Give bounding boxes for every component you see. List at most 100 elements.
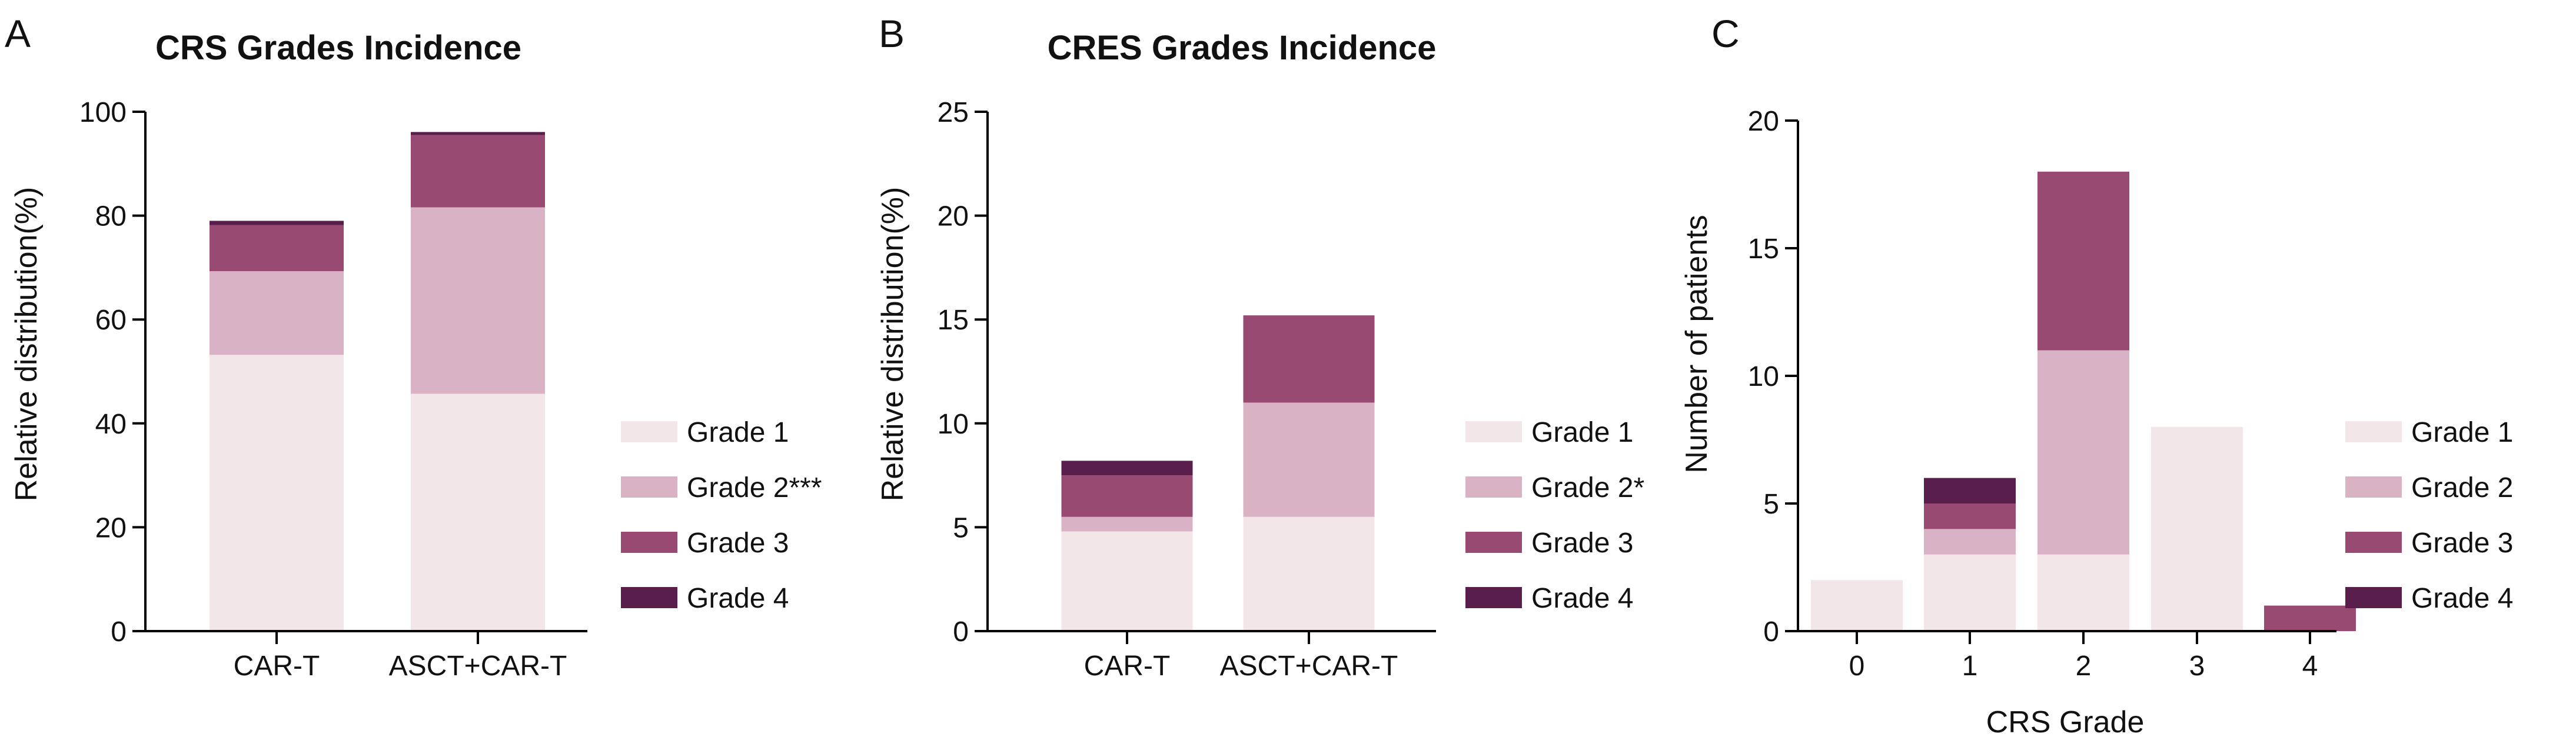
legend-label-grade-1: Grade 1 [1531,417,1633,448]
y-tick-label: 20 [938,201,969,232]
y-tick-label: 20 [95,512,127,543]
legend-swatch-grade-2 [1465,476,1522,498]
bar-segment-1-2 [1924,554,2016,631]
y-tick-label: 80 [95,201,127,232]
bar-segment-2-3 [2037,350,2129,555]
bar-segment-3-2 [411,135,545,208]
legend-label-grade-2: Grade 2 [2411,472,2513,503]
bars-group [1061,315,1375,631]
legend-label-grade-3: Grade 3 [687,528,789,559]
y-ticks: 0 20 40 60 80 100 [79,97,145,648]
x-tick-label: 1 [1962,651,1978,682]
bars-group [210,132,545,631]
bar-segment-1-1 [1061,531,1193,631]
x-tick-label: 0 [1849,651,1865,682]
y-tick-label: 25 [938,97,969,128]
x-tick-label: ASCT+CAR-T [1220,651,1398,682]
y-axis-label: Relative distribution(%) [876,187,910,502]
chart-title: CRS Grades Incidence [155,29,521,67]
legend-swatch-grade-1 [621,421,677,442]
y-ticks: 0 5 10 15 20 25 [938,97,988,648]
y-tick-label: 20 [1748,106,1779,137]
legend-label-grade-1: Grade 1 [2411,417,2513,448]
y-tick-label: 40 [95,409,127,440]
y-tick-label: 15 [1748,234,1779,265]
legend-swatch-grade-3 [1465,532,1522,553]
x-ticks: CAR-T ASCT+CAR-T [1084,631,1398,682]
legend-swatch-grade-4 [2345,587,2402,608]
y-tick-label: 5 [953,512,969,543]
legend-swatch-grade-1 [2345,421,2402,442]
panel-letter: B [879,12,905,55]
legend: Grade 1 Grade 2 Grade 3 Grade 4 [2345,417,2513,614]
y-tick-label: 0 [953,616,969,648]
legend-label-grade-1: Grade 1 [687,417,789,448]
y-tick-label: 0 [1763,616,1779,648]
legend-swatch-grade-3 [2345,532,2402,553]
x-tick-label: 4 [2302,651,2318,682]
chart-title: CRES Grades Incidence [1048,29,1437,67]
legend: Grade 1 Grade 2*** Grade 3 Grade 4 [621,417,822,614]
panel-b: B CRES Grades Incidence Relative distrib… [876,12,1644,682]
x-tick-label: ASCT+CAR-T [389,651,567,682]
y-tick-label: 60 [95,305,127,336]
legend: Grade 1 Grade 2* Grade 3 Grade 4 [1465,417,1644,614]
bar-segment-4-2 [411,132,545,135]
legend-label-grade-4: Grade 4 [1531,583,1633,614]
bar-segment-2-2 [1243,402,1375,517]
panel-a: A CRS Grades Incidence Relative distribu… [5,12,822,682]
bar-segment-3-5 [2264,605,2356,631]
bar-segment-4-1 [210,221,344,225]
x-ticks: CAR-T ASCT+CAR-T [234,631,567,682]
bars-group [1811,171,2356,631]
bar-segment-1-2 [411,393,545,631]
bar-segment-3-1 [210,225,344,272]
legend-swatch-grade-3 [621,532,677,553]
y-ticks: 0 5 10 15 20 [1748,106,1798,648]
y-tick-label: 0 [111,616,127,648]
bar-segment-4-2 [1924,478,2016,503]
bar-segment-4-1 [1061,461,1193,476]
y-tick-label: 10 [1748,361,1779,392]
bar-segment-3-2 [1924,503,2016,529]
panel-letter: C [1711,12,1740,55]
legend-swatch-grade-2 [621,476,677,498]
x-tick-label: 2 [2076,651,2092,682]
panel-letter: A [5,12,31,55]
y-tick-label: 10 [938,409,969,440]
x-tick-label: CAR-T [1084,651,1171,682]
y-axis-label: Number of patients [1680,215,1714,473]
y-tick-label: 100 [79,97,127,128]
bar-segment-1-1 [1811,580,1903,631]
bar-segment-2-1 [210,271,344,355]
bar-segment-2-1 [1061,516,1193,532]
panel-c: C Number of patients CRS Grade 05101520 … [1680,12,2513,739]
legend-label-grade-3: Grade 3 [1531,528,1633,559]
x-axis-label: CRS Grade [1986,705,2145,739]
legend-swatch-grade-4 [1465,587,1522,608]
y-tick-label: 15 [938,305,969,336]
bar-segment-3-1 [1061,475,1193,517]
legend-label-grade-2: Grade 2* [1531,472,1644,503]
bar-segment-1-1 [210,355,344,631]
bar-segment-1-4 [2151,426,2243,631]
x-ticks: 0 1 2 3 4 [1849,631,2318,682]
legend-swatch-grade-4 [621,587,677,608]
y-tick-label: 5 [1763,489,1779,520]
legend-swatch-grade-1 [1465,421,1522,442]
legend-swatch-grade-2 [2345,476,2402,498]
legend-label-grade-4: Grade 4 [2411,583,2513,614]
legend-label-grade-4: Grade 4 [687,583,789,614]
bar-segment-2-2 [411,207,545,394]
bar-segment-1-2 [1243,516,1375,631]
y-axis-label: Relative distribution(%) [9,187,44,502]
bar-segment-2-2 [1924,529,2016,555]
bar-segment-3-2 [1243,315,1375,403]
x-tick-label: CAR-T [234,651,320,682]
legend-label-grade-3: Grade 3 [2411,528,2513,559]
x-tick-label: 3 [2189,651,2205,682]
legend-label-grade-2: Grade 2*** [687,472,822,503]
bar-segment-1-3 [2037,554,2129,631]
bar-segment-3-3 [2037,171,2129,351]
